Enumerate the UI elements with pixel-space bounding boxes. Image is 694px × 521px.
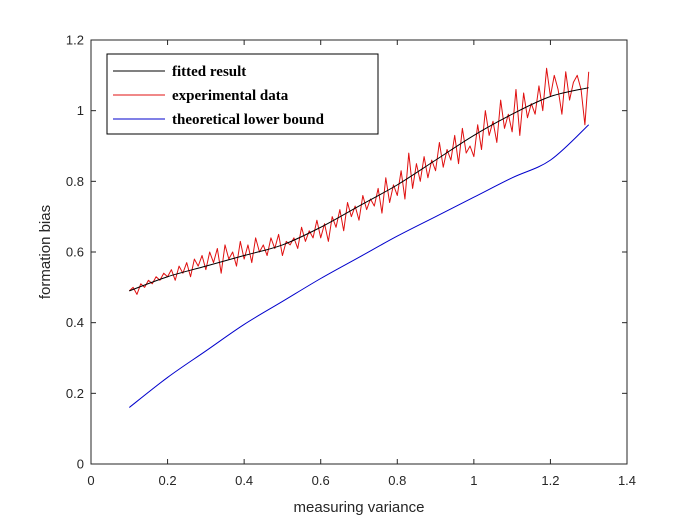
- y-tick-label: 0.8: [66, 174, 84, 189]
- x-tick-label: 0.6: [312, 473, 330, 488]
- x-tick-label: 0.2: [159, 473, 177, 488]
- legend-label-theoretical: theoretical lower bound: [172, 112, 325, 128]
- series-line-experimental-data: [128, 67, 590, 295]
- x-tick-label: 0.4: [235, 473, 253, 488]
- x-tick-label: 1: [470, 473, 477, 488]
- series-line-fitted-result: [129, 87, 589, 292]
- y-axis-label: formation bias: [37, 205, 54, 299]
- y-tick-label: 0.2: [66, 386, 84, 401]
- y-tick-label: 1.2: [66, 33, 84, 48]
- x-axis-label: measuring variance: [294, 499, 425, 516]
- series-line-theoretical-lower-bound: [128, 124, 590, 408]
- legend-label-experimental: experimental data: [172, 88, 289, 104]
- series-layer: [128, 67, 590, 408]
- x-tick-label: 0.8: [388, 473, 406, 488]
- x-tick-label: 1.4: [618, 473, 636, 488]
- x-tick-label: 1.2: [541, 473, 559, 488]
- y-tick-label: 0.6: [66, 245, 84, 260]
- legend-box: [106, 53, 379, 135]
- ticks-layer: 0 0.2 0.4 0.6 0.8 1 1.2 1.4 0 0.2 0.4 0.6 0.8 1 1.2: [66, 33, 636, 489]
- y-tick-label: 0.4: [66, 315, 84, 330]
- y-tick-label: 1: [77, 103, 84, 118]
- legend-label-fitted: fitted result: [172, 64, 246, 80]
- legend: fitted result experimental data theoreti…: [106, 53, 379, 135]
- y-tick-label: 0: [77, 457, 84, 472]
- x-tick-label: 0: [87, 473, 94, 488]
